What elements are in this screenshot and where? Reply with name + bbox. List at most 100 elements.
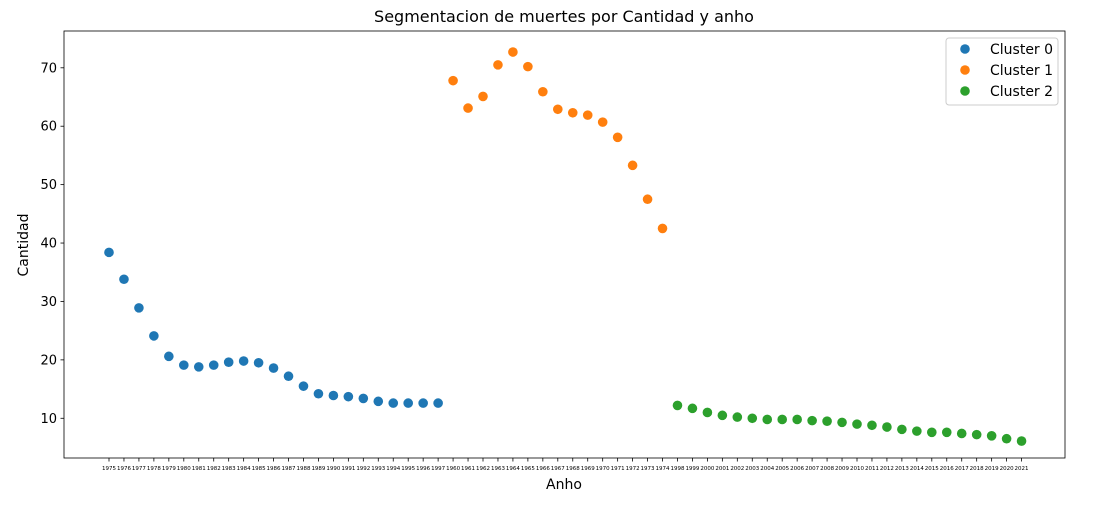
data-point bbox=[642, 194, 653, 205]
legend-marker bbox=[960, 86, 970, 96]
x-tick-label: 2004 bbox=[760, 466, 774, 472]
data-point bbox=[493, 60, 503, 70]
x-tick-label: 1965 bbox=[521, 466, 535, 472]
x-tick-label: 1966 bbox=[536, 466, 550, 472]
x-tick-label: 1975 bbox=[102, 466, 116, 472]
data-point bbox=[388, 398, 399, 408]
data-point bbox=[627, 160, 638, 171]
data-point bbox=[358, 393, 369, 404]
data-point bbox=[418, 398, 428, 408]
y-tick-label: 30 bbox=[40, 295, 57, 310]
data-point bbox=[523, 61, 533, 72]
x-tick-label: 1977 bbox=[132, 466, 146, 472]
x-tick-label: 1961 bbox=[461, 466, 475, 472]
data-point bbox=[373, 396, 384, 407]
x-tick-label: 1994 bbox=[386, 466, 400, 472]
y-tick-label: 20 bbox=[40, 353, 57, 368]
x-tick-label: 2011 bbox=[865, 466, 879, 472]
legend-marker bbox=[960, 65, 970, 75]
data-point bbox=[867, 420, 877, 431]
y-axis: 10 20 30 40 50 60 70 bbox=[40, 61, 64, 427]
chart-title: Segmentacion de muertes por Cantidad y a… bbox=[374, 7, 754, 26]
x-tick-label: 2005 bbox=[775, 466, 789, 472]
data-point bbox=[1001, 433, 1012, 444]
x-tick-label: 2015 bbox=[925, 466, 939, 472]
x-tick-label: 1990 bbox=[326, 466, 340, 472]
data-point bbox=[792, 414, 802, 425]
x-tick-label: 1976 bbox=[117, 466, 131, 472]
x-tick-label: 2012 bbox=[880, 466, 894, 472]
x-tick-label: 1962 bbox=[476, 466, 490, 472]
legend-marker bbox=[960, 44, 970, 54]
data-point bbox=[687, 403, 698, 414]
data-point bbox=[268, 363, 279, 373]
data-point bbox=[747, 413, 758, 424]
x-tick-label: 1981 bbox=[192, 466, 206, 472]
data-point bbox=[672, 400, 683, 411]
data-point bbox=[104, 247, 114, 258]
data-point bbox=[837, 417, 847, 428]
data-point bbox=[777, 414, 787, 425]
x-tick-label: 1968 bbox=[566, 466, 580, 472]
x-tick-label: 1991 bbox=[341, 466, 355, 472]
data-point bbox=[134, 303, 144, 313]
plot-border bbox=[63, 30, 1066, 459]
y-axis-label: Cantidad bbox=[16, 214, 32, 277]
y-tick-label: 10 bbox=[40, 412, 57, 427]
x-tick-label: 2018 bbox=[970, 466, 984, 472]
data-point bbox=[882, 422, 892, 432]
data-point bbox=[597, 117, 608, 127]
data-point bbox=[433, 398, 443, 408]
data-point bbox=[283, 371, 294, 382]
legend: Cluster 0 Cluster 1 Cluster 2 bbox=[945, 37, 1059, 106]
data-point bbox=[582, 110, 593, 120]
y-tick-label: 40 bbox=[40, 237, 57, 252]
x-tick-label: 2003 bbox=[745, 466, 759, 472]
x-tick-label: 2016 bbox=[940, 466, 954, 472]
x-tick-label: 2000 bbox=[700, 466, 714, 472]
x-axis-label: Anho bbox=[546, 477, 582, 493]
data-point bbox=[717, 410, 728, 421]
data-point bbox=[164, 351, 174, 362]
data-point bbox=[941, 427, 952, 438]
x-tick-label: 2020 bbox=[1000, 466, 1014, 472]
x-tick-label: 1983 bbox=[222, 466, 236, 472]
data-point bbox=[508, 47, 518, 57]
data-point bbox=[193, 362, 204, 372]
x-tick-label: 1972 bbox=[626, 466, 640, 472]
data-point bbox=[852, 419, 862, 429]
data-point bbox=[612, 132, 623, 143]
legend-label: Cluster 1 bbox=[990, 63, 1053, 79]
x-tick-label: 1986 bbox=[267, 466, 281, 472]
x-tick-label: 1996 bbox=[416, 466, 430, 472]
x-tick-label: 2002 bbox=[730, 466, 744, 472]
x-tick-label: 1974 bbox=[656, 466, 670, 472]
x-tick-label: 2007 bbox=[805, 466, 819, 472]
data-point bbox=[149, 331, 159, 341]
legend-box bbox=[945, 37, 1059, 106]
legend-label: Cluster 2 bbox=[990, 84, 1053, 100]
x-tick-label: 2009 bbox=[835, 466, 849, 472]
data-points bbox=[104, 47, 1027, 446]
x-tick-label: 2001 bbox=[715, 466, 729, 472]
x-tick-label: 1995 bbox=[401, 466, 415, 472]
x-tick-label: 1985 bbox=[252, 466, 266, 472]
x-tick-label: 2019 bbox=[985, 466, 999, 472]
y-tick-label: 70 bbox=[40, 61, 57, 76]
data-point bbox=[119, 274, 129, 285]
x-tick-label: 2013 bbox=[895, 466, 909, 472]
data-point bbox=[822, 416, 832, 426]
y-tick-label: 50 bbox=[40, 178, 57, 193]
data-point bbox=[657, 223, 668, 234]
data-point bbox=[179, 360, 189, 370]
x-tick-label: 1982 bbox=[207, 466, 221, 472]
data-point bbox=[223, 357, 234, 368]
data-point bbox=[253, 357, 264, 368]
data-point bbox=[807, 415, 817, 426]
data-point bbox=[298, 381, 309, 391]
x-tick-label: 1969 bbox=[581, 466, 595, 472]
data-point bbox=[478, 91, 488, 102]
data-point bbox=[732, 412, 743, 422]
data-point bbox=[313, 388, 324, 399]
